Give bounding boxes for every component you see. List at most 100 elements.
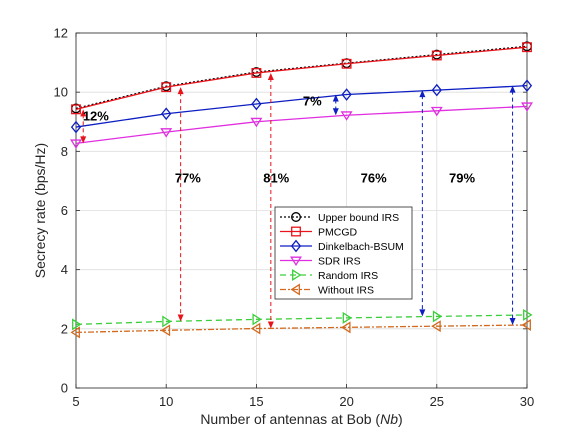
y-tick-label: 0 xyxy=(61,381,68,396)
data-point xyxy=(432,310,443,323)
annotation-arrowhead-bottom xyxy=(332,108,339,116)
x-axis-label-variable: Nb xyxy=(380,411,398,427)
data-point xyxy=(160,128,173,138)
x-tick-label: 15 xyxy=(249,394,263,409)
series-1 xyxy=(71,42,532,115)
annotation-arrowhead-top xyxy=(177,87,184,95)
annotation-arrowhead-bottom xyxy=(267,321,274,329)
data-point xyxy=(161,107,172,121)
legend-entry-3: SDR IRS xyxy=(280,255,361,267)
axis-ticks: 5 10 15 20 25 30 0 2 4 6 8 10 12 xyxy=(54,26,535,410)
legend-entry-4: Random IRS xyxy=(280,269,378,282)
annotation-label: 12% xyxy=(83,108,109,123)
series-line xyxy=(75,324,528,334)
legend-marker xyxy=(292,269,302,281)
x-tick-label: 30 xyxy=(520,394,534,409)
annotation-arrowhead-bottom xyxy=(419,309,426,317)
data-point xyxy=(523,308,533,321)
annotation-5: 79% xyxy=(449,85,516,325)
series-line xyxy=(75,45,528,110)
legend-label: Upper bound IRS xyxy=(318,212,399,224)
annotation-arrowhead-top xyxy=(80,109,87,117)
series-line xyxy=(75,46,528,110)
annotation-arrowhead-top xyxy=(419,90,426,98)
legend-entry-2: Dinkelbach-BSUM xyxy=(280,239,404,253)
legend-marker xyxy=(290,256,302,267)
data-point xyxy=(341,88,352,101)
y-tick-label: 6 xyxy=(61,203,68,218)
data-point xyxy=(251,97,262,111)
data-point xyxy=(521,102,533,112)
x-tick-label: 20 xyxy=(339,394,353,409)
legend-label: Dinkelbach-BSUM xyxy=(318,241,404,253)
x-tick-label: 10 xyxy=(159,394,173,409)
legend-label: Random IRS xyxy=(318,270,378,282)
y-tick-label: 8 xyxy=(61,144,68,159)
annotation-arrowhead-bottom xyxy=(509,317,516,325)
legend-box xyxy=(274,206,413,300)
x-tick-label: 25 xyxy=(430,394,444,409)
annotation-arrowhead-top xyxy=(509,85,516,93)
annotation-4: 76% xyxy=(361,90,426,317)
y-tick-label: 10 xyxy=(54,85,68,100)
x-axis-label: Number of antennas at Bob (Nb) xyxy=(200,411,402,427)
data-point xyxy=(70,139,82,149)
series-line xyxy=(75,105,528,144)
x-tick-label: 5 xyxy=(72,394,79,409)
data-point xyxy=(431,50,442,61)
legend-marker xyxy=(291,226,301,237)
legend-entry-1: PMCGD xyxy=(280,226,358,238)
data-point xyxy=(522,42,532,53)
annotation-arrowhead-bottom xyxy=(177,314,184,322)
data-point xyxy=(342,311,353,324)
annotation-1: 77% xyxy=(175,87,201,322)
data-point xyxy=(70,326,80,339)
annotation-3: 7% xyxy=(303,94,339,116)
data-point xyxy=(161,82,172,93)
annotation-label: 79% xyxy=(449,170,475,185)
series-line xyxy=(75,85,528,128)
data-point xyxy=(430,106,443,117)
legend-label: SDR IRS xyxy=(318,255,361,267)
annotation-2: 81% xyxy=(263,72,290,329)
legend-entry-0: Upper bound IRS xyxy=(280,212,399,224)
data-point xyxy=(162,315,172,328)
y-axis-label: Secrecy rate (bps/Hz) xyxy=(32,143,48,278)
annotation-label: 77% xyxy=(175,170,201,185)
annotation-group: 12% 77% 81% 7% 76% 79% xyxy=(80,72,516,329)
legend-label: PMCGD xyxy=(318,226,358,238)
data-point xyxy=(431,83,442,97)
data-point xyxy=(341,321,351,334)
data-point xyxy=(250,117,263,128)
series-2 xyxy=(70,79,533,134)
y-tick-label: 4 xyxy=(61,262,68,277)
legend-entry-5: Without IRS xyxy=(280,283,374,296)
series-5 xyxy=(70,319,531,339)
data-point xyxy=(521,79,533,92)
data-point xyxy=(71,104,81,115)
data-point xyxy=(521,319,531,331)
annotation-label: 76% xyxy=(361,170,387,185)
annotation-label: 7% xyxy=(303,94,322,109)
annotation-0: 12% xyxy=(80,108,109,144)
data-point xyxy=(341,58,352,69)
annotation-label: 81% xyxy=(263,170,289,185)
data-point xyxy=(160,324,171,337)
legend: Upper bound IRS PMCGD Dinkelbach-BSUM SDR I… xyxy=(274,206,413,300)
data-point xyxy=(252,313,262,326)
data-point xyxy=(72,318,82,331)
annotation-arrowhead-bottom xyxy=(80,136,87,144)
annotation-arrowhead-top xyxy=(332,94,339,102)
legend-label: Without IRS xyxy=(318,284,374,296)
series-4 xyxy=(72,308,533,331)
data-point xyxy=(340,111,353,121)
legend-marker xyxy=(290,283,300,296)
y-tick-label: 2 xyxy=(61,321,68,336)
legend-marker xyxy=(291,212,301,222)
legend-marker xyxy=(290,239,302,253)
annotation-arrowhead-top xyxy=(267,72,274,80)
series-3 xyxy=(70,102,533,149)
series-line xyxy=(75,314,528,326)
data-point xyxy=(431,320,441,333)
